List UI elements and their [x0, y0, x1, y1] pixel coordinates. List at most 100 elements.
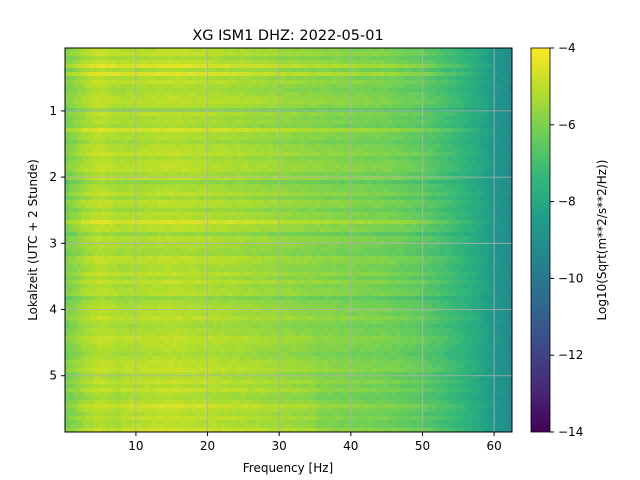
heatmap-cell — [196, 52, 202, 57]
heatmap-cell — [408, 196, 413, 201]
heatmap-cell — [360, 76, 365, 81]
heatmap-cell — [216, 64, 222, 69]
heatmap-cell — [200, 216, 206, 221]
heatmap-cell — [376, 80, 381, 85]
heatmap-cell — [408, 208, 413, 213]
heatmap-cell — [132, 176, 138, 181]
heatmap-cell — [144, 132, 150, 137]
heatmap-cell — [300, 160, 305, 165]
heatmap-cell — [368, 144, 373, 149]
heatmap-cell — [284, 124, 289, 129]
heatmap-cell — [236, 172, 242, 177]
heatmap-cell — [160, 168, 166, 173]
heatmap-cell — [392, 212, 397, 217]
heatmap-cell — [304, 212, 309, 217]
heatmap-cell — [392, 136, 397, 141]
heatmap-cell — [128, 48, 134, 53]
heatmap-cell — [324, 136, 329, 141]
heatmap-cell — [168, 212, 174, 217]
heatmap-cell — [292, 216, 297, 221]
heatmap-cell — [364, 144, 369, 149]
heatmap-cell — [108, 56, 114, 61]
heatmap-cell — [96, 140, 102, 145]
heatmap-cell — [236, 104, 242, 109]
heatmap-cell — [300, 136, 305, 141]
heatmap-cell — [312, 124, 317, 129]
heatmap-cell — [196, 188, 202, 193]
heatmap-cell — [188, 220, 194, 225]
heatmap-cell — [392, 108, 397, 113]
heatmap-cell — [432, 108, 437, 113]
heatmap-cell — [184, 112, 190, 117]
heatmap-cell — [324, 80, 329, 85]
heatmap-cell — [408, 68, 413, 73]
heatmap-cell — [268, 104, 273, 109]
heatmap-cell — [192, 176, 198, 181]
heatmap-cell — [208, 168, 214, 173]
heatmap-cell — [284, 92, 289, 97]
heatmap-cell — [156, 104, 162, 109]
heatmap-cell — [232, 104, 238, 109]
heatmap-cell — [224, 112, 230, 117]
heatmap-cell — [112, 224, 118, 229]
heatmap-cell — [256, 104, 261, 109]
heatmap-cell — [196, 216, 202, 221]
heatmap-cell — [260, 132, 265, 137]
heatmap-cell — [260, 140, 265, 145]
heatmap-cell — [65, 172, 70, 177]
heatmap-cell — [132, 136, 138, 141]
heatmap-cell — [264, 140, 269, 145]
heatmap-cell — [484, 188, 489, 193]
heatmap-cell — [144, 104, 150, 109]
heatmap-cell — [504, 220, 509, 225]
heatmap-cell — [112, 212, 118, 217]
heatmap-cell — [472, 140, 477, 145]
heatmap-cell — [240, 92, 245, 97]
heatmap-cell — [472, 116, 477, 121]
heatmap-cell — [160, 156, 166, 161]
heatmap-cell — [416, 136, 421, 141]
heatmap-cell — [404, 148, 409, 153]
heatmap-cell — [212, 116, 218, 121]
heatmap-cell — [160, 200, 166, 205]
heatmap-cell — [152, 128, 158, 133]
heatmap-cell — [92, 84, 98, 89]
heatmap-cell — [224, 120, 230, 125]
heatmap-cell — [108, 144, 114, 149]
heatmap-cell — [500, 92, 505, 97]
heatmap-cell — [300, 168, 305, 173]
heatmap-cell — [96, 80, 102, 85]
heatmap-cells — [65, 48, 513, 433]
heatmap-cell — [340, 76, 345, 81]
heatmap-cell — [500, 64, 505, 69]
heatmap-cell — [300, 80, 305, 85]
heatmap-cell — [180, 188, 186, 193]
heatmap-cell — [160, 80, 166, 85]
heatmap-cell — [252, 76, 257, 81]
heatmap-cell — [408, 148, 413, 153]
heatmap-cell — [376, 172, 381, 177]
heatmap-cell — [272, 224, 277, 229]
heatmap-cell — [204, 220, 210, 225]
heatmap-cell — [240, 132, 245, 137]
heatmap-cell — [460, 200, 465, 205]
heatmap-cell — [280, 116, 285, 121]
heatmap-cell — [192, 72, 198, 77]
heatmap-cell — [228, 88, 234, 93]
heatmap-cell — [240, 168, 245, 173]
heatmap-cell — [500, 180, 505, 185]
heatmap-cell — [428, 72, 433, 77]
heatmap-cell — [172, 204, 178, 209]
heatmap-cell — [336, 64, 341, 69]
heatmap-cell — [112, 60, 118, 65]
heatmap-cell — [144, 184, 150, 189]
heatmap-cell — [128, 60, 134, 65]
heatmap-cell — [500, 88, 505, 93]
heatmap-cell — [276, 204, 281, 209]
heatmap-cell — [104, 148, 110, 153]
heatmap-cell — [112, 104, 118, 109]
heatmap-cell — [480, 108, 485, 113]
heatmap-cell — [376, 212, 381, 217]
heatmap-cell — [76, 160, 82, 165]
heatmap-cell — [444, 192, 449, 197]
